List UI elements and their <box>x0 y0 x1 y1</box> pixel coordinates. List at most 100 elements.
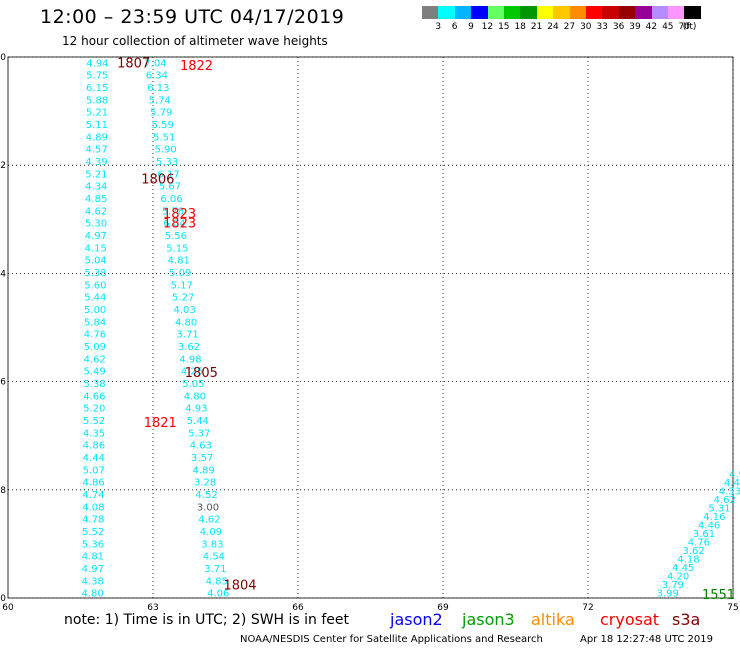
jason3-swh-value: 6.17 <box>157 169 179 180</box>
colorbar-label: 33 <box>596 22 608 32</box>
colorbar-label: 30 <box>580 22 592 32</box>
jason3-swh-value: 3.57 <box>191 453 213 464</box>
lon-tick-label: 60 <box>2 603 14 613</box>
colorbar-label: 36 <box>612 22 625 32</box>
jason3-swh-value: 3.28 <box>194 478 216 489</box>
jason3-swh-value: 3.00 <box>197 502 219 513</box>
colorbar-label: 15 <box>498 22 510 32</box>
colorbar-swatch <box>635 6 652 19</box>
jason2-swh-value: 4.86 <box>83 441 105 452</box>
saral-swh-value: 4.76 <box>688 538 710 549</box>
colorbar-unit: (ft) <box>682 22 697 32</box>
colorbar-label: 24 <box>547 22 559 32</box>
jason3-swh-value: 4.81 <box>168 256 190 267</box>
jason3-swh-value: 3.62 <box>178 342 200 353</box>
jason2-swh-value: 5.60 <box>84 280 106 291</box>
pass-time-label: 1805 <box>185 366 218 381</box>
colorbar-swatch <box>504 6 521 19</box>
jason3-swh-value: 4.54 <box>203 552 225 563</box>
jason2-swh-value: 5.21 <box>85 169 107 180</box>
jason3-swh-value: 4.98 <box>179 354 201 365</box>
jason2-swh-value: 4.66 <box>83 391 105 402</box>
colorbar-label: 3 <box>435 22 442 32</box>
colorbar-swatch <box>422 6 439 19</box>
saral-swh-value: 3.79 <box>662 580 684 591</box>
saral-swh-value: 4.62 <box>714 495 736 506</box>
jason2-swh-value: 5.75 <box>86 71 108 82</box>
jason3-swh-value: 5.05 <box>182 379 204 390</box>
jason2-swh-value: 4.80 <box>81 589 103 600</box>
lat-tick-label: -24 <box>0 269 6 279</box>
page-subtitle: 12 hour collection of altimeter wave hei… <box>62 34 328 48</box>
jason3-swh-value: 5.15 <box>166 243 188 254</box>
jason2-swh-value: 4.85 <box>85 194 107 205</box>
colorbar-swatch <box>618 6 636 19</box>
jason2-swh-value: 4.15 <box>85 243 107 254</box>
jason2-swh-value: 4.57 <box>85 145 107 156</box>
jason3-swh-value: 5.56 <box>165 231 187 242</box>
jason3-swh-value: 4.93 <box>185 404 207 415</box>
colorbar-swatch <box>684 6 701 19</box>
pass-time-label: 1823 <box>163 207 196 222</box>
jason3-swh-value: 4.80 <box>184 391 206 402</box>
jason3-swh-value: 5.27 <box>172 293 194 304</box>
legend-s3a: s3a <box>672 610 701 629</box>
colorbar-label: 6 <box>451 22 458 32</box>
jason2-swh-value: 4.81 <box>82 552 104 563</box>
jason2-swh-value: 4.97 <box>82 564 104 575</box>
jason2-swh-value: 4.74 <box>82 490 104 501</box>
colorbar-label: 70 <box>678 22 690 32</box>
lon-tick-label: 69 <box>437 603 449 613</box>
jason2-swh-value: 5.88 <box>86 95 108 106</box>
jason3-swh-value: 4.03 <box>174 305 196 316</box>
saral-swh-value: 4.16 <box>703 512 725 523</box>
legend-jason3: jason3 <box>462 610 515 629</box>
jason2-swh-value: 5.38 <box>83 379 105 390</box>
colorbar-swatch <box>602 6 619 19</box>
jason2-swh-value: 4.76 <box>84 330 106 341</box>
saral-swh-value: 3.61 <box>693 529 715 540</box>
jason2-swh-value: 5.44 <box>84 293 106 304</box>
jason3-swh-value: 4.85 <box>206 576 228 587</box>
lon-tick-label: 66 <box>292 603 304 613</box>
plot-border <box>7 56 734 599</box>
jason2-swh-value: 5.30 <box>85 219 107 230</box>
jason3-swh-value: 7.04 <box>144 58 166 69</box>
jason2-swh-value: 5.49 <box>83 367 105 378</box>
jason2-swh-value: 4.35 <box>83 428 105 439</box>
jason3-swh-value: 3.71 <box>204 564 226 575</box>
pass-time-label: 1806 <box>141 173 174 188</box>
saral-swh-value: 5.31 <box>708 504 730 515</box>
jason2-swh-value: 4.08 <box>82 502 104 513</box>
colorbar-label: 18 <box>514 22 526 32</box>
jason2-swh-value: 5.52 <box>82 527 104 538</box>
jason3-swh-value: 4.09 <box>200 527 222 538</box>
legend-cryosat: cryosat <box>600 610 660 629</box>
jason2-swh-value: 5.11 <box>86 120 108 131</box>
jason2-swh-value: 4.78 <box>82 515 104 526</box>
jason2-swh-value: 4.34 <box>85 182 107 193</box>
jason3-swh-value: 6.04 <box>163 219 185 230</box>
jason3-swh-value: 6.06 <box>160 194 182 205</box>
colorbar-swatch <box>586 6 603 19</box>
jason3-swh-value: 3.83 <box>201 539 223 550</box>
jason2-swh-value: 4.62 <box>84 354 106 365</box>
saral-swh-value: 4.20 <box>667 572 689 583</box>
jason3-swh-value: 3.71 <box>176 330 198 341</box>
jason3-swh-value: 5.51 <box>153 132 175 143</box>
jason2-swh-value: 5.38 <box>84 268 106 279</box>
jason2-swh-value: 5.09 <box>84 342 106 353</box>
colorbar-swatch <box>651 6 668 19</box>
colorbar-label: 21 <box>530 22 543 32</box>
lat-tick-label: -28 <box>0 486 6 496</box>
legend-jason2: jason2 <box>390 610 443 629</box>
jason3-swh-value: 4.63 <box>190 441 212 452</box>
jason3-swh-value: 5.44 <box>187 416 209 427</box>
colorbar-swatch <box>438 6 455 19</box>
colorbar-swatch <box>454 6 472 19</box>
saral-swh-value: 4.45 <box>672 563 694 574</box>
colorbar-swatch <box>553 6 570 19</box>
jason2-swh-value: 5.04 <box>84 256 106 267</box>
